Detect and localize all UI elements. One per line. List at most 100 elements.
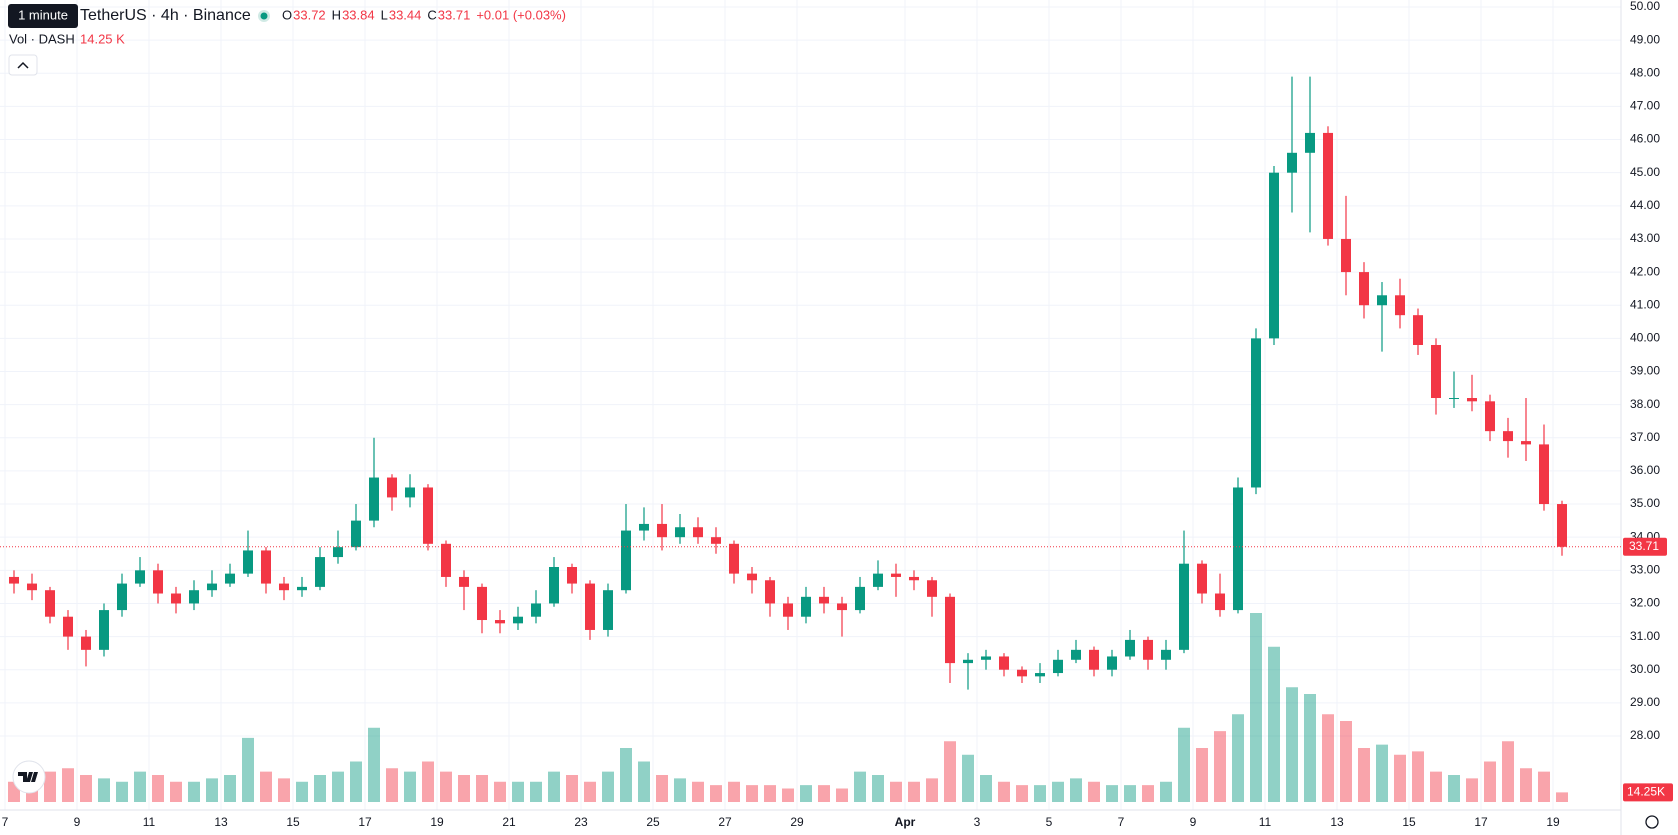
- volume-bar: [638, 761, 650, 802]
- candle-body: [423, 487, 433, 544]
- candle-body: [1143, 639, 1153, 660]
- volume-bar: [926, 778, 938, 802]
- candle-body: [567, 567, 577, 584]
- price-tag: 33.71: [1629, 539, 1659, 553]
- candle-body: [1197, 563, 1207, 594]
- change-value: +0.01 (+0.03%): [476, 7, 566, 22]
- collapse-button[interactable]: [8, 54, 38, 76]
- candle-body: [27, 583, 37, 591]
- x-tick-label: 9: [1190, 815, 1197, 829]
- volume-bar: [566, 775, 578, 802]
- candle-body: [1395, 295, 1405, 316]
- volume-bar: [98, 778, 110, 802]
- volume-bar: [1304, 694, 1316, 802]
- candle-body: [981, 656, 991, 660]
- volume-bar: [1142, 785, 1154, 802]
- x-tick-label: 19: [430, 815, 444, 829]
- candle-body: [459, 576, 469, 587]
- ohlc-label: L: [381, 7, 388, 22]
- x-tick-label: 7: [2, 815, 9, 829]
- candle-body: [1269, 172, 1279, 339]
- candle-body: [189, 590, 199, 604]
- candle-body: [1341, 238, 1351, 273]
- volume-bar: [152, 775, 164, 802]
- volume-bar: [1088, 781, 1100, 802]
- candle-body: [549, 567, 559, 604]
- volume-bar: [1106, 785, 1118, 802]
- volume-bar: [728, 781, 740, 802]
- candle-body: [891, 573, 901, 577]
- volume-bar: [656, 775, 668, 802]
- volume-bar: [476, 775, 488, 802]
- y-tick-label: 40.00: [1630, 331, 1660, 345]
- candle-body: [693, 527, 703, 538]
- candle-body: [387, 477, 397, 498]
- candle-body: [837, 603, 847, 611]
- settings-icon[interactable]: [1645, 815, 1659, 829]
- x-tick-label: 17: [358, 815, 372, 829]
- symbol[interactable]: TetherUS · 4h · Binance: [80, 7, 251, 24]
- collapse-icon: [17, 61, 29, 69]
- y-tick-label: 49.00: [1630, 32, 1660, 46]
- volume-bar: [512, 781, 524, 802]
- volume-bar: [602, 771, 614, 802]
- volume-bar: [800, 785, 812, 802]
- y-tick-label: 50.00: [1630, 0, 1660, 13]
- x-tick-label: 13: [214, 815, 228, 829]
- volume-bar: [998, 781, 1010, 802]
- x-tick-label: 11: [1259, 815, 1272, 829]
- candle-body: [369, 477, 379, 521]
- volume-bar: [1358, 748, 1370, 802]
- candle-body: [1215, 593, 1225, 611]
- x-tick-label: 29: [790, 815, 804, 829]
- candle-body: [855, 586, 865, 611]
- volume-bar: [962, 754, 974, 802]
- candle-body: [1449, 398, 1459, 400]
- ohlc-value: 33.72: [293, 7, 326, 22]
- y-tick-label: 38.00: [1630, 397, 1660, 411]
- candle-body: [927, 580, 937, 597]
- candle-body: [747, 573, 757, 581]
- tooltip: 1 minute: [18, 7, 68, 22]
- candle-body: [207, 583, 217, 591]
- candle-body: [1179, 563, 1189, 650]
- volume-bar: [494, 781, 506, 802]
- volume-bar: [620, 748, 632, 802]
- y-tick-label: 28.00: [1630, 728, 1660, 742]
- x-tick-label: 27: [718, 815, 732, 829]
- ohlc-value: 33.84: [342, 7, 375, 22]
- volume-bar: [1322, 714, 1334, 802]
- volume-bar: [584, 781, 596, 802]
- volume-bar: [710, 785, 722, 802]
- candle-body: [135, 570, 145, 584]
- volume-bar: [1502, 741, 1514, 802]
- candle-body: [279, 583, 289, 591]
- candle-body: [99, 610, 109, 650]
- volume-bar: [1034, 785, 1046, 802]
- volume-bar: [386, 768, 398, 802]
- volume-bar: [782, 788, 794, 802]
- volume-bar: [1520, 768, 1532, 802]
- candle-body: [513, 616, 523, 624]
- candle-body: [819, 596, 829, 604]
- candle-body: [1359, 272, 1369, 306]
- x-tick-label: 7: [1118, 815, 1125, 829]
- candle-body: [1251, 338, 1261, 488]
- candle-body: [1485, 401, 1495, 432]
- volume-bar: [188, 781, 200, 802]
- volume-bar: [1160, 781, 1172, 802]
- volume-bar: [224, 775, 236, 802]
- x-tick-label: Apr: [895, 815, 916, 829]
- candle-body: [1305, 132, 1315, 153]
- candle-body: [1557, 504, 1567, 547]
- volume-bar: [764, 785, 776, 802]
- x-tick-label: 13: [1330, 815, 1344, 829]
- volume-bar: [1250, 613, 1262, 802]
- volume-bar: [692, 781, 704, 802]
- candle-body: [1161, 649, 1171, 660]
- candle-body: [1107, 656, 1117, 670]
- volume-bar: [242, 737, 254, 802]
- volume-bar: [674, 778, 686, 802]
